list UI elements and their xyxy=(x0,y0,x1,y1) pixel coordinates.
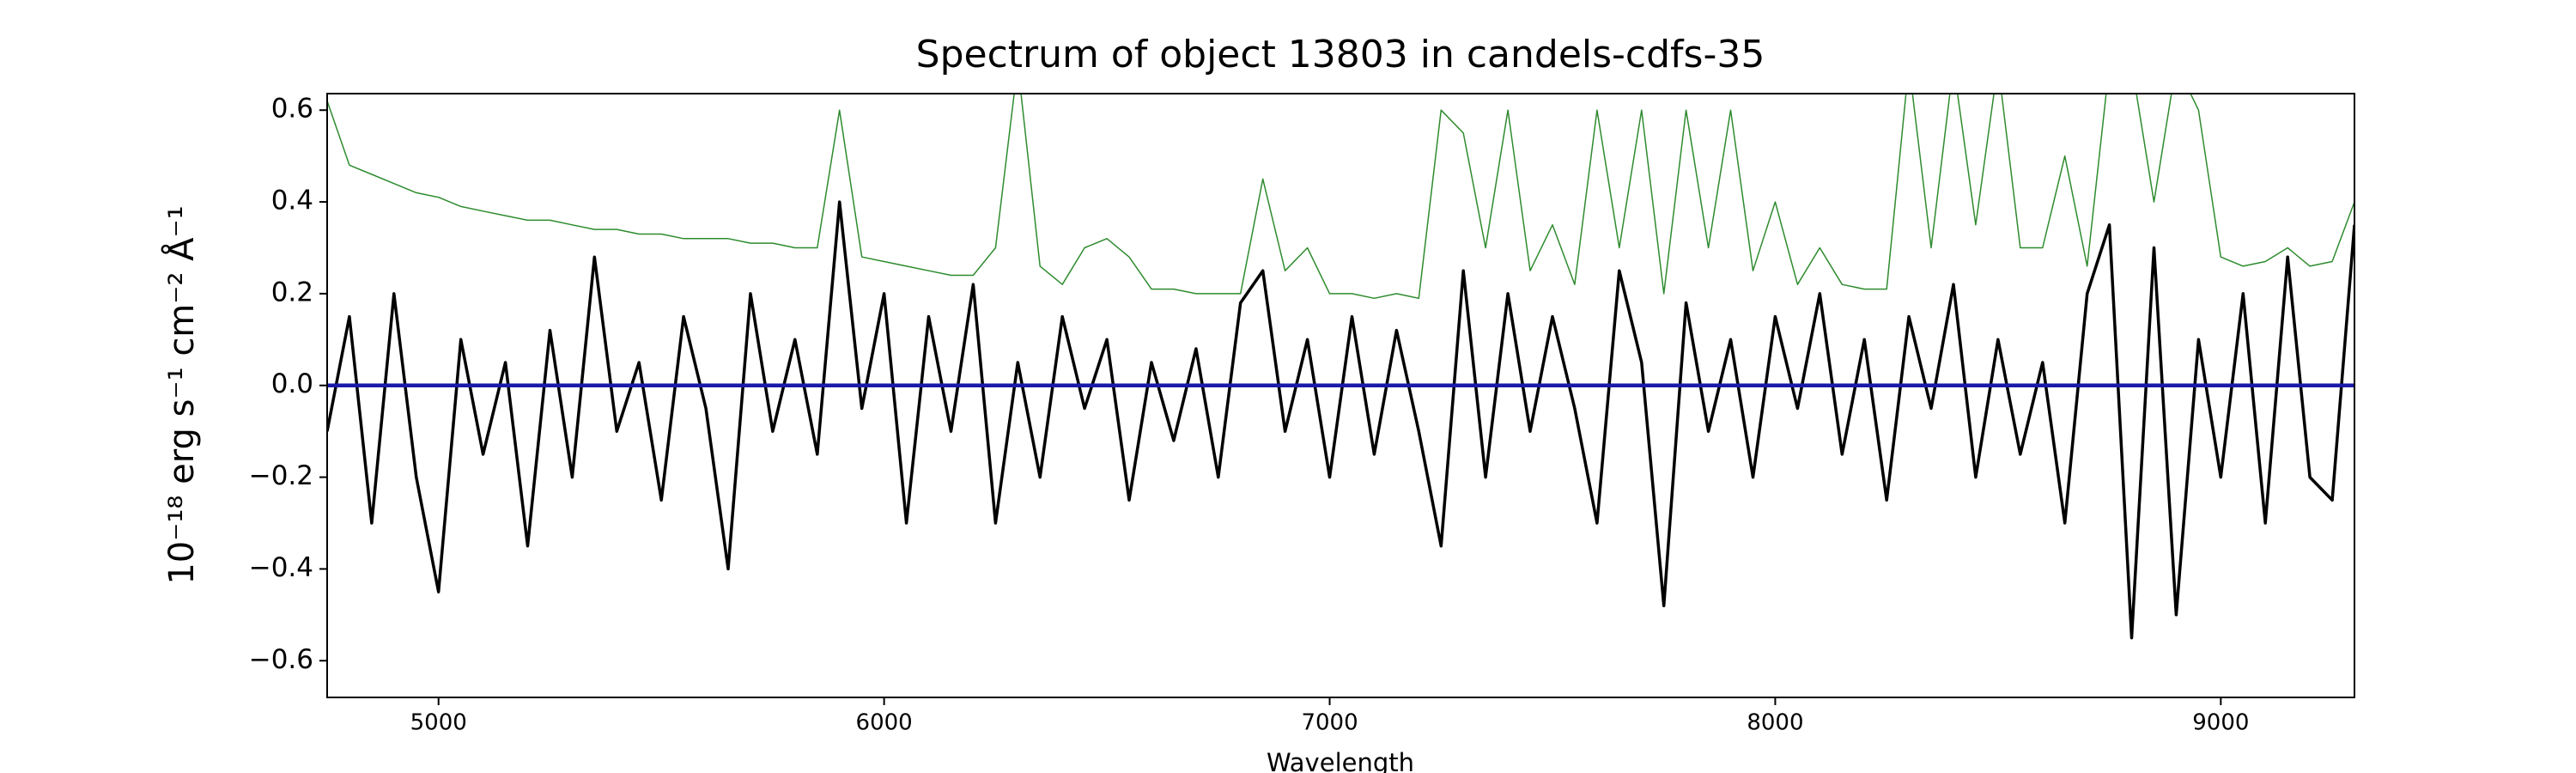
y-tick-label: 0.0 xyxy=(271,368,313,399)
y-tick-label: 0.6 xyxy=(271,94,313,125)
x-tick-label: 6000 xyxy=(856,710,913,736)
y-tick-label: 0.2 xyxy=(271,277,313,307)
plot-area xyxy=(327,94,2354,640)
chart-title: Spectrum of object 13803 in candels-cdfs… xyxy=(916,33,1765,76)
y-axis-label: 10⁻¹⁸ erg s⁻¹ cm⁻² Å⁻¹ xyxy=(161,205,202,584)
x-tick-label: 5000 xyxy=(410,710,467,736)
y-tick-label: −0.6 xyxy=(249,644,313,675)
y-tick-label: 0.4 xyxy=(271,186,313,216)
x-tick-label: 9000 xyxy=(2192,710,2249,736)
y-tick-label: −0.2 xyxy=(249,460,313,491)
x-tick-label: 7000 xyxy=(1301,710,1358,736)
series-line xyxy=(327,94,2354,300)
axes-frame xyxy=(326,93,2355,698)
series-line xyxy=(327,200,2354,640)
x-axis-label: Wavelength xyxy=(1267,748,1414,773)
x-tick-label: 8000 xyxy=(1747,710,1803,736)
y-tick-label: −0.4 xyxy=(249,552,313,583)
